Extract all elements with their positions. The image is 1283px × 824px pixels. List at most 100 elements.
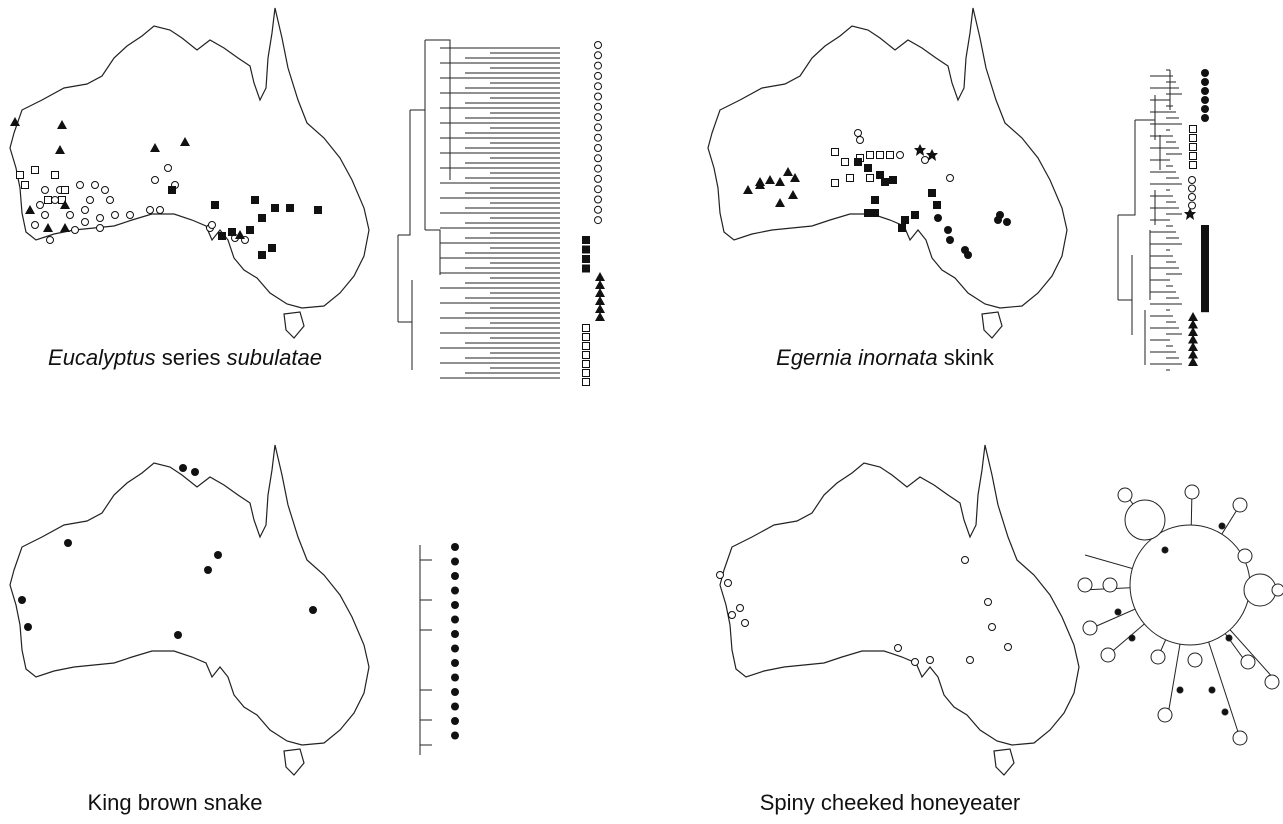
marker bbox=[397, 39, 451, 370]
marker bbox=[582, 342, 590, 350]
marker bbox=[594, 144, 602, 152]
marker bbox=[179, 464, 187, 472]
marker bbox=[180, 137, 190, 146]
marker bbox=[594, 113, 602, 122]
marker bbox=[594, 174, 602, 183]
caption-part: Egernia inornata bbox=[776, 345, 937, 370]
marker bbox=[150, 143, 160, 152]
marker bbox=[1189, 125, 1197, 133]
marker bbox=[783, 167, 793, 176]
marker bbox=[961, 556, 969, 564]
marker bbox=[111, 211, 119, 219]
marker bbox=[1201, 297, 1209, 305]
marker bbox=[25, 205, 35, 214]
marker bbox=[55, 145, 65, 154]
marker bbox=[594, 195, 602, 204]
haplotype-network bbox=[1077, 484, 1283, 746]
marker bbox=[21, 181, 29, 189]
marker bbox=[582, 264, 590, 273]
marker bbox=[582, 333, 590, 341]
marker bbox=[871, 209, 879, 217]
marker bbox=[208, 221, 216, 229]
marker bbox=[944, 226, 952, 234]
marker bbox=[451, 702, 459, 711]
marker bbox=[743, 185, 753, 194]
marker bbox=[451, 630, 459, 638]
marker bbox=[106, 196, 114, 204]
marker bbox=[594, 164, 602, 173]
marker bbox=[1201, 239, 1209, 248]
caption: Spiny cheeked honeyeater bbox=[760, 790, 1021, 815]
marker bbox=[765, 175, 775, 184]
marker bbox=[1188, 349, 1198, 359]
marker bbox=[994, 216, 1002, 224]
marker bbox=[1184, 208, 1196, 220]
marker bbox=[755, 177, 765, 186]
marker bbox=[314, 206, 322, 214]
marker bbox=[43, 223, 53, 232]
marker bbox=[309, 606, 317, 614]
marker bbox=[1188, 193, 1196, 201]
marker bbox=[451, 644, 459, 653]
caption-part: Eucalyptus bbox=[48, 345, 156, 370]
marker bbox=[594, 61, 602, 70]
marker bbox=[964, 251, 972, 259]
marker bbox=[61, 186, 69, 194]
marker bbox=[1189, 134, 1197, 142]
marker bbox=[886, 151, 894, 159]
marker bbox=[741, 619, 749, 627]
marker bbox=[36, 201, 44, 209]
marker bbox=[60, 223, 70, 232]
marker bbox=[57, 120, 67, 129]
marker bbox=[876, 151, 884, 159]
marker bbox=[268, 244, 276, 252]
marker bbox=[595, 288, 605, 297]
marker bbox=[724, 579, 732, 587]
marker bbox=[984, 598, 992, 606]
marker bbox=[251, 196, 259, 204]
marker bbox=[1201, 87, 1209, 95]
marker bbox=[271, 204, 279, 212]
marker bbox=[31, 166, 39, 174]
marker bbox=[889, 176, 897, 184]
marker bbox=[151, 176, 159, 184]
marker bbox=[146, 206, 154, 214]
trees bbox=[397, 39, 1209, 755]
marker bbox=[1189, 143, 1197, 151]
marker bbox=[594, 133, 602, 142]
marker bbox=[81, 206, 89, 214]
marker bbox=[595, 304, 605, 313]
marker bbox=[96, 214, 104, 222]
marker bbox=[790, 173, 800, 182]
marker bbox=[928, 189, 936, 197]
marker bbox=[1188, 327, 1198, 336]
caption: Eucalyptus series subulatae bbox=[48, 345, 322, 370]
marker bbox=[1201, 232, 1209, 241]
marker bbox=[60, 200, 70, 209]
marker bbox=[451, 659, 459, 667]
marker bbox=[595, 272, 605, 281]
marker bbox=[41, 186, 49, 194]
map-australia bbox=[719, 444, 1080, 776]
marker bbox=[1189, 152, 1197, 160]
marker bbox=[228, 228, 236, 236]
marker bbox=[921, 156, 929, 164]
markers bbox=[10, 117, 1012, 666]
marker bbox=[419, 545, 432, 755]
marker bbox=[1188, 184, 1196, 193]
marker bbox=[911, 211, 919, 219]
marker bbox=[168, 186, 176, 194]
marker bbox=[914, 144, 926, 156]
marker bbox=[451, 586, 459, 595]
marker bbox=[1188, 357, 1198, 366]
marker bbox=[1188, 312, 1198, 321]
marker bbox=[1201, 78, 1209, 86]
marker bbox=[451, 731, 459, 740]
map-australia bbox=[9, 7, 370, 339]
marker bbox=[854, 129, 862, 137]
marker bbox=[81, 218, 89, 226]
marker bbox=[582, 236, 590, 244]
marker bbox=[594, 82, 602, 91]
marker bbox=[866, 151, 874, 159]
marker bbox=[856, 136, 864, 144]
